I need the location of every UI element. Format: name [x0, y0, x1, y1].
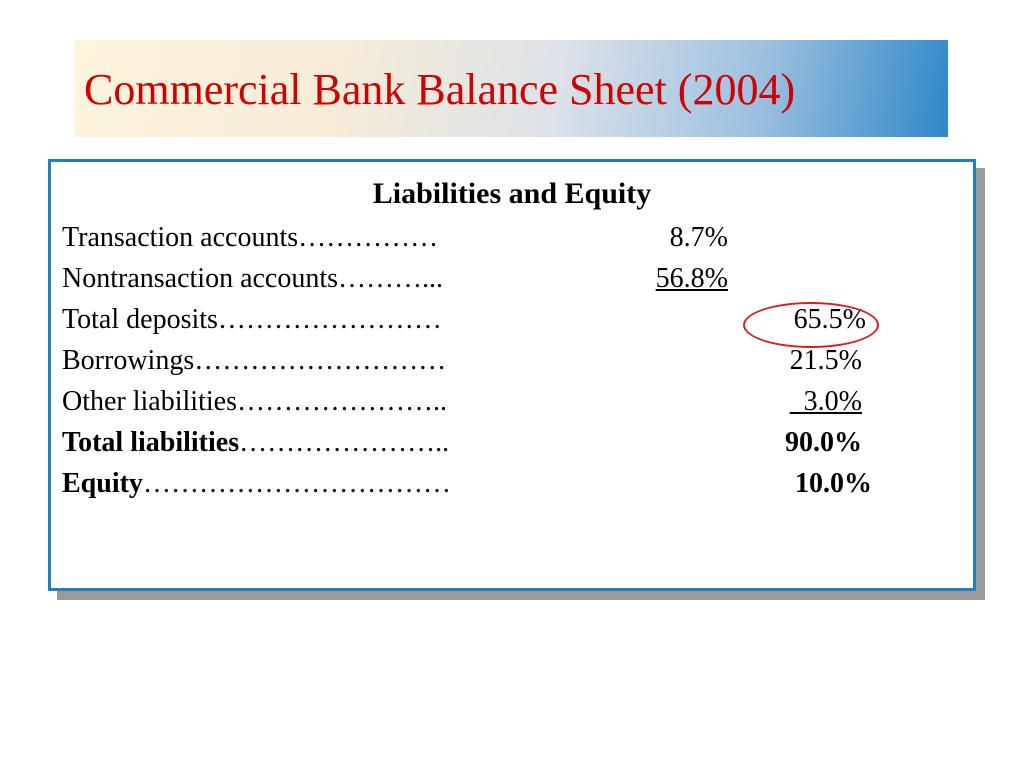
- row-value: 10.0%: [795, 468, 872, 499]
- row-equity: Equity…………………………… 10.0%: [62, 466, 942, 502]
- row-nontransaction-accounts: Nontransaction accounts………... 56.8%: [62, 261, 942, 297]
- row-borrowings: Borrowings……………………… 21.5%: [62, 343, 942, 379]
- title-banner: Commercial Bank Balance Sheet (2004): [74, 40, 948, 137]
- row-other-liabilities: Other liabilities………………….. 3.0%: [62, 384, 942, 420]
- row-value: 8.7%: [669, 222, 728, 253]
- row-transaction-accounts: Transaction accounts…………… 8.7%: [62, 220, 942, 256]
- row-label: Total liabilities…………………..: [62, 427, 450, 458]
- panel-heading: Liabilities and Equity: [372, 177, 652, 210]
- row-label: Borrowings………………………: [62, 345, 447, 376]
- row-value: 21.5%: [789, 345, 862, 376]
- row-label: Other liabilities…………………..: [62, 386, 447, 417]
- row-value: 56.8%: [655, 263, 728, 294]
- row-value: 90.0%: [785, 427, 862, 458]
- row-label: Equity……………………………: [62, 468, 451, 499]
- liabilities-equity-panel: Liabilities and Equity Transaction accou…: [48, 159, 976, 591]
- highlight-circle: [743, 302, 879, 348]
- row-total-liabilities: Total liabilities………………….. 90.0%: [62, 425, 942, 461]
- row-label: Transaction accounts……………: [62, 222, 439, 253]
- row-label: Nontransaction accounts………...: [62, 263, 444, 294]
- row-label: Total deposits……………………: [62, 304, 442, 335]
- row-value: 3.0%: [803, 386, 862, 417]
- slide-title: Commercial Bank Balance Sheet (2004): [84, 65, 796, 114]
